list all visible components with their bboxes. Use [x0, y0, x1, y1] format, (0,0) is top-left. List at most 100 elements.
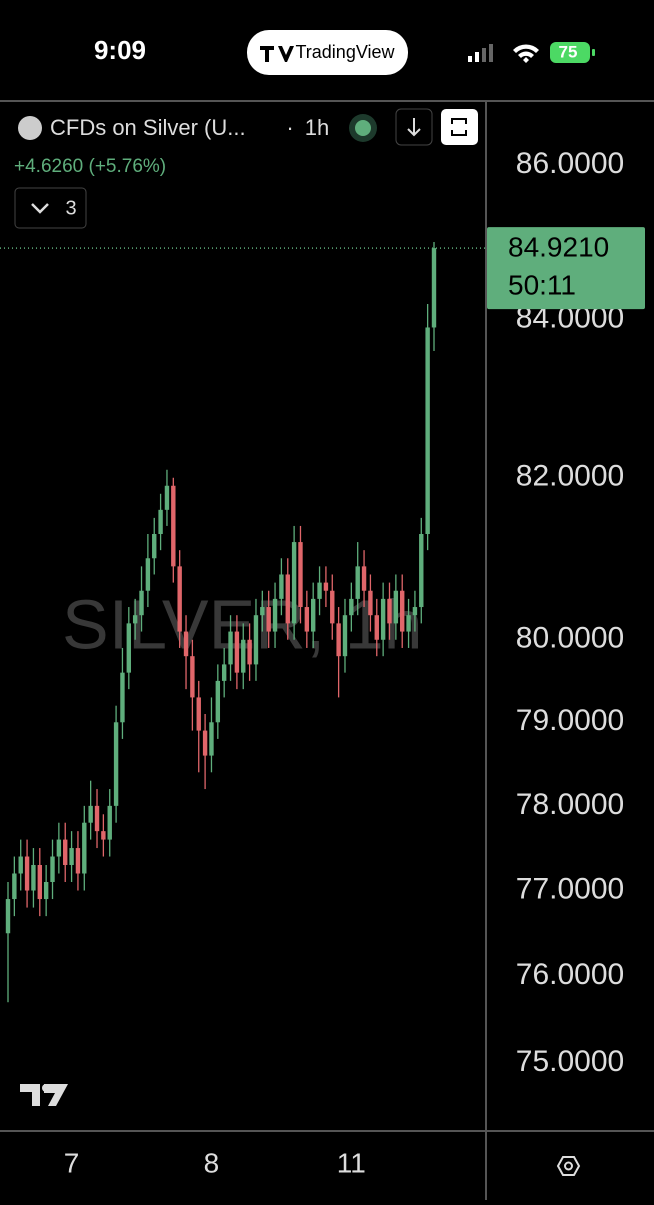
app-name: TradingView — [295, 42, 395, 62]
candle-body — [113, 722, 119, 806]
tv-icon — [260, 46, 294, 62]
candle-body — [304, 607, 310, 632]
wifi-icon — [513, 44, 539, 63]
settings-icon — [564, 1161, 573, 1171]
candle-body — [412, 607, 418, 616]
candle-body — [266, 607, 271, 632]
candle-body — [406, 615, 411, 632]
candle-body — [69, 848, 74, 866]
chevron — [31, 203, 49, 214]
candle-body — [18, 856, 23, 874]
candle-body — [209, 722, 214, 756]
candle-body — [291, 542, 297, 624]
y-tick-label: 77.0000 — [516, 872, 624, 905]
indicators-toggle[interactable] — [14, 187, 87, 229]
app-pill[interactable] — [247, 30, 408, 75]
candle-body — [5, 899, 11, 934]
candle-body — [94, 805, 100, 832]
candle-body — [177, 566, 182, 632]
candle-body — [336, 623, 341, 657]
candle-body — [260, 607, 265, 616]
status-time: 9:09 — [94, 35, 146, 65]
last-price-box — [487, 227, 645, 310]
candle-body — [101, 831, 106, 840]
battery-icon — [550, 42, 590, 63]
candle-body — [107, 805, 112, 840]
candle-body — [171, 485, 176, 567]
y-tick-label: 86.0000 — [516, 147, 624, 180]
interval[interactable]: 1h — [305, 115, 329, 140]
candle-body — [50, 856, 55, 883]
candle-body — [24, 856, 30, 891]
candle-body — [75, 848, 81, 874]
candle-body — [126, 623, 132, 673]
symbol-icon — [18, 116, 42, 140]
candle-body — [368, 590, 373, 616]
candle-body — [88, 805, 93, 823]
fullscreen-button[interactable] — [441, 109, 478, 145]
signal-icon — [468, 44, 493, 62]
candle-body — [120, 672, 125, 723]
candle-body — [253, 615, 259, 665]
tv-logo-dot — [42, 1084, 50, 1092]
fullscreen-icon — [451, 118, 467, 136]
candle-body — [285, 574, 290, 624]
candle-body — [145, 558, 151, 591]
candle-body — [374, 615, 379, 640]
battery-level: 75 — [559, 42, 578, 61]
candle-body — [63, 839, 68, 866]
tv-logo — [20, 1084, 68, 1106]
price-change: +4.6260 (+5.76%) — [14, 156, 166, 177]
down-arrow — [407, 118, 421, 137]
candle-body — [12, 873, 17, 900]
candle-body — [298, 542, 303, 608]
y-tick-label: 80.0000 — [516, 622, 624, 655]
candle-body — [31, 865, 36, 891]
candle-body — [221, 664, 227, 681]
candle-body — [317, 582, 322, 599]
candle-body — [393, 590, 399, 624]
candle-body — [190, 656, 195, 698]
candle-body — [215, 680, 221, 723]
candle-body — [164, 485, 170, 510]
candle-body — [56, 839, 62, 857]
candle-body — [431, 248, 437, 328]
settings-button[interactable] — [556, 1156, 581, 1176]
candle-body — [330, 590, 335, 624]
candle-body — [37, 865, 42, 900]
y-tick-label: 78.0000 — [516, 788, 624, 821]
candle-body — [342, 615, 348, 657]
candle-body — [132, 615, 138, 624]
candle-body — [183, 631, 189, 657]
candle-body — [43, 882, 49, 900]
candle-body — [152, 534, 157, 559]
y-tick-label: 76.0000 — [516, 958, 624, 991]
candle-body — [400, 590, 405, 632]
x-tick-label: 7 — [64, 1147, 80, 1178]
x-tick-label: 11 — [337, 1147, 366, 1178]
candle-body — [425, 327, 430, 535]
candle-body — [419, 534, 424, 608]
last-price-label: 84.9210 — [508, 232, 609, 263]
y-tick-label: 82.0000 — [516, 460, 624, 493]
separator: · — [286, 115, 293, 140]
candle-body — [234, 631, 240, 673]
candle-body — [355, 566, 360, 599]
candle-body — [349, 598, 354, 616]
candle-body — [196, 697, 201, 731]
symbol-name[interactable]: CFDs on Silver (U... — [50, 115, 246, 140]
candle-body — [247, 639, 252, 665]
candle-body — [202, 730, 208, 756]
x-tick-label: 8 — [204, 1147, 220, 1178]
market-status — [355, 120, 371, 136]
candle-body — [272, 598, 278, 632]
candle-body — [279, 574, 284, 599]
indicators-count: 3 — [65, 197, 76, 219]
candle-body — [228, 631, 233, 665]
y-tick-label: 75.0000 — [516, 1045, 624, 1078]
countdown: 50:11 — [508, 270, 576, 301]
candle-body — [380, 598, 386, 640]
candle-body — [310, 598, 316, 632]
